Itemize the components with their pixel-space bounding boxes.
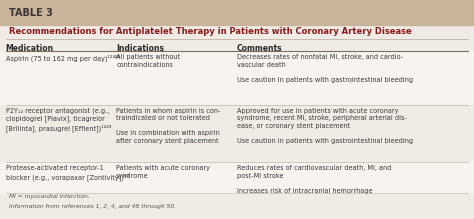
Bar [0,51,474,105]
Text: TABLE 3: TABLE 3 [9,8,53,18]
Text: Decreases rates of nonfatal MI, stroke, and cardio-
vascular death

Use caution : Decreases rates of nonfatal MI, stroke, … [237,54,413,83]
Bar [0,0,474,25]
Text: Patients with acute coronary
syndrome: Patients with acute coronary syndrome [116,165,210,179]
Text: Recommendations for Antiplatelet Therapy in Patients with Coronary Artery Diseas: Recommendations for Antiplatelet Therapy… [9,27,411,36]
Text: Protease-activated receptor-1
blocker (e.g., vorapaxar [Zontivity])⁵⁰: Protease-activated receptor-1 blocker (e… [6,165,128,181]
Text: MI = myocardial infarction.: MI = myocardial infarction. [9,194,89,200]
Text: Patients in whom aspirin is con-
traindicated or not tolerated

Use in combinati: Patients in whom aspirin is con- traindi… [116,108,220,144]
Text: P2Y₁₂ receptor antagonist (e.g.,
clopidogrel [Plavix], ticagrelor
[Brilinta], pr: P2Y₁₂ receptor antagonist (e.g., clopido… [6,108,111,132]
Bar [0,105,474,162]
Text: Reduces rates of cardiovascular death, MI, and
post-MI stroke

Increases risk of: Reduces rates of cardiovascular death, M… [237,165,392,194]
Bar [0,162,474,193]
Text: Approved for use in patients with acute coronary
syndrome, recent MI, stroke, pe: Approved for use in patients with acute … [237,108,413,144]
Text: Information from references 1, 2, 4, and 48 through 50.: Information from references 1, 2, 4, and… [9,204,176,209]
Text: Aspirin (75 to 162 mg per day)¹²⁴⁸⁹: Aspirin (75 to 162 mg per day)¹²⁴⁸⁹ [6,54,120,62]
Text: Indications: Indications [116,44,164,53]
Text: Comments: Comments [237,44,283,53]
Text: All patients without
contraindications: All patients without contraindications [116,54,180,68]
Bar [0,25,474,219]
Text: Medication: Medication [6,44,54,53]
